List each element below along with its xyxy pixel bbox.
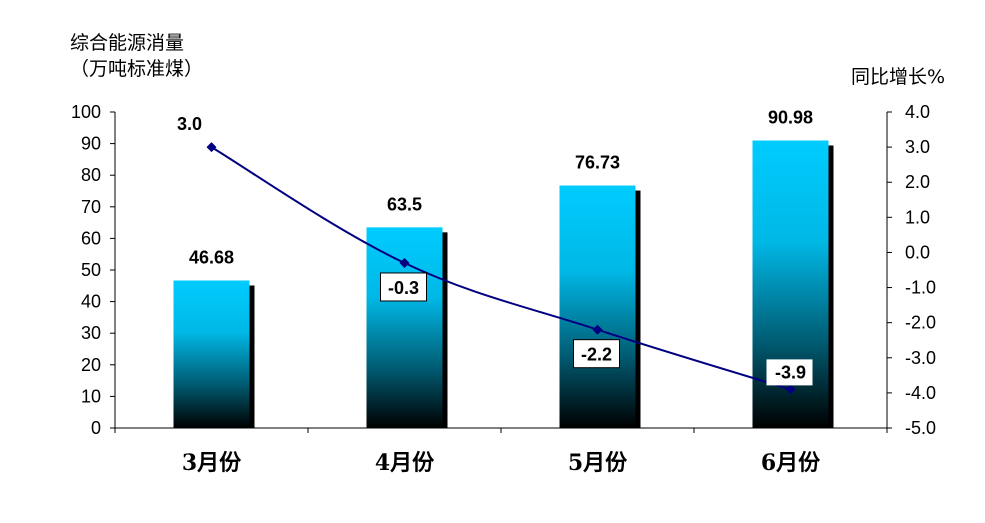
right-tick-label: -1.0 — [905, 278, 936, 298]
right-tick-label: -4.0 — [905, 383, 936, 403]
left-tick-label: 60 — [81, 228, 101, 248]
line-value-label: -0.3 — [388, 278, 419, 298]
line-label-box — [573, 339, 620, 369]
left-tick-label: 40 — [81, 292, 101, 312]
line-marker — [785, 384, 796, 395]
bar — [366, 227, 443, 428]
left-axis-title: 综合能源消量 （万吨标准煤） — [70, 30, 203, 82]
right-tick-label: 1.0 — [905, 207, 930, 227]
left-axis-title-line1: 综合能源消量 — [70, 32, 185, 54]
line-marker — [399, 257, 410, 268]
line-label-box — [766, 359, 813, 386]
right-tick-label: -2.0 — [905, 313, 936, 333]
growth-line — [210, 146, 791, 391]
line-marker — [592, 324, 603, 335]
bar-value-label: 63.5 — [387, 194, 422, 214]
left-tick-label: 70 — [81, 197, 101, 217]
left-tick-label: 30 — [81, 323, 101, 343]
right-tick-label: -5.0 — [905, 418, 936, 438]
line-series — [206, 142, 796, 395]
bar-value-label: 76.73 — [575, 153, 620, 173]
right-tick-label: 2.0 — [905, 172, 930, 192]
bar-value-label: 90.98 — [768, 108, 813, 128]
category-label: 6月份 — [761, 450, 821, 476]
bar-value-label: 46.68 — [189, 247, 234, 267]
line-value-label: -3.9 — [775, 362, 806, 382]
left-tick-label: 80 — [81, 165, 101, 185]
axes: 10090807060504030201004.03.02.01.00.0-1.… — [71, 102, 936, 476]
left-tick-label: 10 — [81, 386, 101, 406]
right-tick-label: 3.0 — [905, 137, 930, 157]
bars-group — [173, 140, 834, 428]
bar — [559, 185, 636, 428]
right-axis-title: 同比增长% — [850, 66, 945, 88]
left-tick-label: 50 — [81, 260, 101, 280]
bar — [173, 280, 250, 428]
line-marker — [206, 142, 217, 153]
category-label: 4月份 — [375, 450, 435, 476]
left-axis-title-line2: （万吨标准煤） — [70, 58, 204, 80]
line-value-label: -2.2 — [581, 345, 612, 365]
line-label-box — [380, 272, 427, 302]
right-tick-label: 0.0 — [905, 242, 930, 262]
line-value-label: 3.0 — [177, 114, 202, 134]
left-tick-label: 90 — [81, 134, 101, 154]
left-tick-label: 0 — [91, 418, 101, 438]
data-labels: 46.68 63.5 76.73 90.98 3.0 -0.3 -2.2 -3.9 — [177, 108, 813, 386]
category-label: 3月份 — [182, 450, 242, 476]
left-tick-label: 100 — [71, 102, 101, 122]
category-label: 5月份 — [568, 450, 628, 476]
right-tick-label: -3.0 — [905, 348, 936, 368]
right-tick-label: 4.0 — [905, 102, 930, 122]
left-tick-label: 20 — [81, 355, 101, 375]
